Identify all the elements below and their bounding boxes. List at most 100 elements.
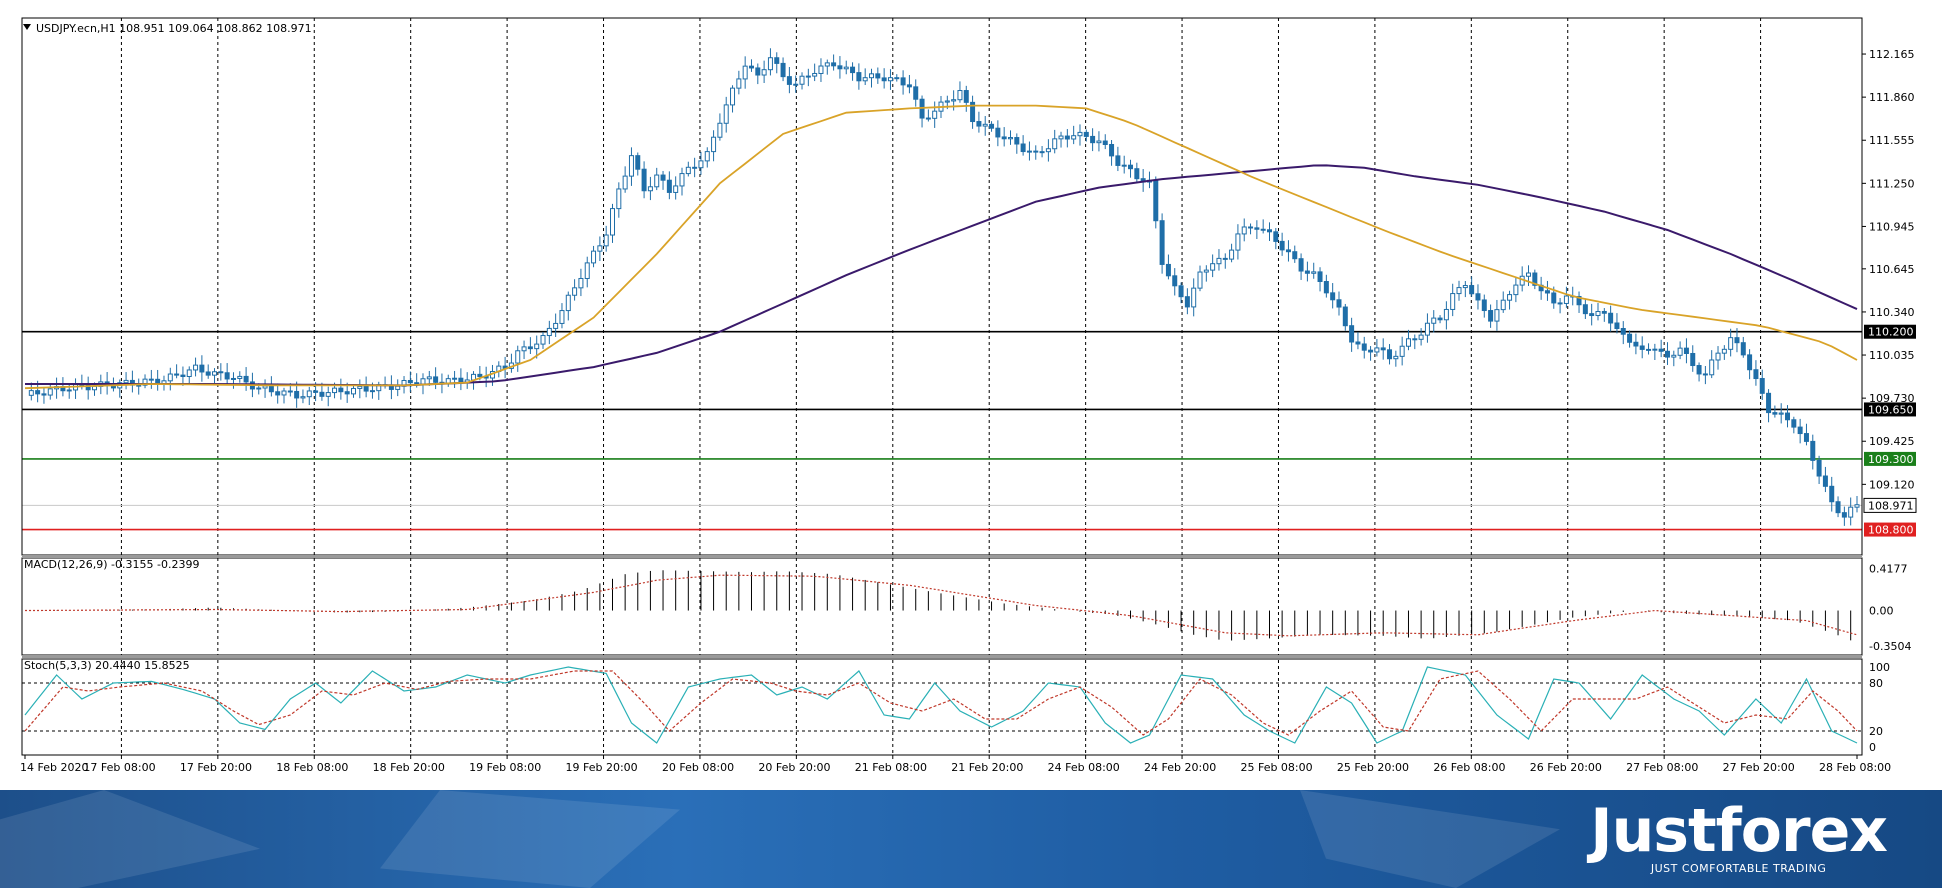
- candle-body: [180, 374, 186, 378]
- candle-body: [692, 166, 698, 169]
- candle-body: [742, 65, 748, 80]
- candle-body: [894, 77, 900, 80]
- candle-body: [913, 86, 919, 100]
- level-tag: [1864, 522, 1916, 537]
- candle-body: [1462, 285, 1468, 289]
- candle-body: [1785, 412, 1791, 421]
- candle-body: [1778, 412, 1784, 415]
- candle-body: [1671, 354, 1677, 358]
- symbol-menu-triangle-icon[interactable]: [23, 24, 31, 30]
- x-tick-label: 25 Feb 08:00: [1240, 761, 1312, 774]
- candle-body: [1690, 352, 1696, 367]
- candle-body: [407, 379, 413, 384]
- x-tick-label: 19 Feb 08:00: [469, 761, 541, 774]
- candle-body: [1576, 295, 1582, 306]
- candle-body: [812, 72, 818, 77]
- candle-body: [1342, 306, 1348, 327]
- candle-body: [1822, 475, 1828, 487]
- x-tick-label: 17 Feb 08:00: [83, 761, 155, 774]
- candle-body: [1418, 334, 1424, 340]
- candle-body: [1412, 338, 1418, 341]
- candle-body: [1841, 512, 1847, 518]
- candle-body: [363, 385, 369, 392]
- candle-body: [1033, 150, 1039, 153]
- candle-body: [41, 393, 47, 396]
- price-tick-label: 112.165: [1869, 48, 1915, 61]
- candle-body: [786, 76, 792, 85]
- pane-separator: [22, 655, 1862, 658]
- candle-body: [148, 378, 154, 381]
- candle-body: [300, 396, 306, 399]
- candle-body: [230, 377, 236, 380]
- candle-body: [1488, 310, 1494, 322]
- candle-body: [1361, 343, 1367, 351]
- candle-body: [685, 166, 691, 175]
- candle-body: [1064, 135, 1070, 140]
- candle-body: [1058, 135, 1064, 140]
- candle-body: [1026, 150, 1032, 153]
- candle-body: [1071, 135, 1077, 140]
- x-tick-label: 24 Feb 20:00: [1144, 761, 1216, 774]
- candle-body: [1285, 249, 1291, 253]
- candle-body: [944, 100, 950, 103]
- candle-body: [906, 84, 912, 88]
- candle-body: [1323, 281, 1329, 294]
- price-tick-label: 109.730: [1869, 392, 1915, 405]
- candle-body: [805, 75, 811, 78]
- candle-body: [1165, 263, 1171, 277]
- brand-name: Justforex: [1590, 796, 1888, 866]
- candle-body: [704, 151, 710, 162]
- candle-body: [1639, 345, 1645, 350]
- candle-body: [1292, 251, 1298, 260]
- candle-body: [1279, 240, 1285, 251]
- candle-body: [957, 90, 963, 101]
- candle-body: [793, 83, 799, 86]
- candle-body: [1380, 347, 1386, 351]
- candle-body: [1387, 349, 1393, 360]
- candle-body: [932, 110, 938, 119]
- candle-body: [243, 375, 249, 383]
- candle-body: [1721, 348, 1727, 354]
- candle-body: [224, 372, 230, 380]
- candle-body: [824, 62, 830, 67]
- candle-body: [1134, 168, 1140, 180]
- candle-body: [1159, 220, 1165, 265]
- candle-body: [1121, 164, 1127, 167]
- candle-body: [559, 310, 565, 324]
- candle-body: [970, 101, 976, 123]
- stoch-pane: [22, 666, 1862, 744]
- x-tick-label: 18 Feb 08:00: [276, 761, 348, 774]
- price-tick-label: 111.250: [1869, 177, 1915, 190]
- candle-body: [1475, 293, 1481, 301]
- candle-body: [534, 343, 540, 350]
- candle-body: [1816, 459, 1822, 477]
- candle-body: [237, 375, 243, 379]
- candle-body: [1266, 229, 1272, 233]
- candle-body: [319, 391, 325, 397]
- candle-body: [660, 174, 666, 181]
- candle-body: [1551, 292, 1557, 304]
- candle-body: [294, 390, 300, 399]
- candle-body: [1557, 302, 1563, 305]
- vertical-grid: [120, 18, 1762, 755]
- candle-body: [1172, 275, 1178, 287]
- candle-body: [338, 387, 344, 393]
- level-tag: [1864, 402, 1916, 417]
- candle-body: [199, 364, 205, 373]
- candle-body: [287, 390, 293, 393]
- candle-body: [1336, 299, 1342, 308]
- price-tick-label: 110.945: [1869, 220, 1915, 233]
- candle-body: [1633, 341, 1639, 347]
- candle-body: [628, 155, 634, 177]
- current-price-label: 108.971: [1868, 499, 1914, 512]
- candle-body: [597, 245, 603, 252]
- level-tag-label: 110.200: [1868, 326, 1914, 339]
- candle-body: [1683, 347, 1689, 354]
- candle-body: [1052, 138, 1058, 150]
- price-tick-label: 110.340: [1869, 306, 1915, 319]
- footer-shard: [1300, 790, 1560, 888]
- candle-body: [1797, 426, 1803, 435]
- brand-logo: Justforex JUST COMFORTABLE TRADING: [1590, 796, 1888, 875]
- candle-body: [1532, 272, 1538, 286]
- current-price-tag: [1863, 497, 1917, 513]
